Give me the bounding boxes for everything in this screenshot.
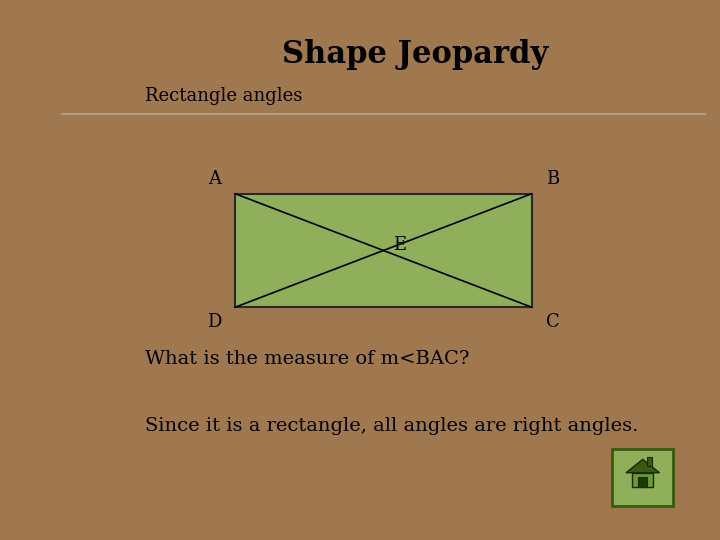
Ellipse shape <box>6 462 45 477</box>
Ellipse shape <box>14 252 37 260</box>
Ellipse shape <box>14 407 37 415</box>
Bar <box>632 473 653 487</box>
Ellipse shape <box>6 501 45 516</box>
Ellipse shape <box>14 330 37 338</box>
Ellipse shape <box>14 504 37 512</box>
Text: What is the measure of m<BAC?: What is the measure of m<BAC? <box>145 350 469 368</box>
Ellipse shape <box>6 385 45 399</box>
Bar <box>612 449 673 506</box>
Ellipse shape <box>6 346 45 360</box>
Ellipse shape <box>14 291 37 299</box>
Ellipse shape <box>14 310 37 319</box>
Ellipse shape <box>6 55 45 70</box>
Ellipse shape <box>6 288 45 302</box>
Ellipse shape <box>14 155 37 164</box>
Ellipse shape <box>14 78 37 86</box>
Ellipse shape <box>14 233 37 241</box>
Ellipse shape <box>14 58 37 66</box>
Ellipse shape <box>14 388 37 396</box>
Bar <box>235 194 531 307</box>
Ellipse shape <box>14 349 37 357</box>
Ellipse shape <box>6 210 45 225</box>
Ellipse shape <box>14 136 37 144</box>
Ellipse shape <box>6 94 45 109</box>
Text: Rectangle angles: Rectangle angles <box>145 87 302 105</box>
Ellipse shape <box>14 174 37 183</box>
Polygon shape <box>626 460 660 472</box>
Ellipse shape <box>14 194 37 202</box>
Ellipse shape <box>14 39 37 47</box>
Text: E: E <box>393 237 406 254</box>
Text: C: C <box>546 313 559 332</box>
Ellipse shape <box>14 485 37 493</box>
Ellipse shape <box>6 191 45 205</box>
Ellipse shape <box>14 272 37 280</box>
Ellipse shape <box>6 36 45 50</box>
Text: B: B <box>546 170 559 187</box>
Ellipse shape <box>6 113 45 128</box>
Ellipse shape <box>6 443 45 457</box>
Ellipse shape <box>6 75 45 89</box>
Ellipse shape <box>14 19 37 28</box>
Ellipse shape <box>14 446 37 454</box>
Text: Since it is a rectangle, all angles are right angles.: Since it is a rectangle, all angles are … <box>145 417 639 435</box>
Ellipse shape <box>6 423 45 438</box>
Ellipse shape <box>6 307 45 322</box>
Ellipse shape <box>6 133 45 147</box>
Ellipse shape <box>14 427 37 435</box>
Text: A: A <box>208 170 221 187</box>
Ellipse shape <box>6 172 45 186</box>
Ellipse shape <box>14 213 37 221</box>
Ellipse shape <box>6 152 45 166</box>
Ellipse shape <box>6 482 45 496</box>
Ellipse shape <box>6 327 45 341</box>
Ellipse shape <box>14 368 37 377</box>
Ellipse shape <box>6 268 45 283</box>
Text: D: D <box>207 313 221 332</box>
Ellipse shape <box>14 465 37 474</box>
Ellipse shape <box>6 404 45 418</box>
Text: Shape Jeopardy: Shape Jeopardy <box>282 39 549 70</box>
Ellipse shape <box>14 117 37 125</box>
Bar <box>647 457 652 466</box>
Ellipse shape <box>6 16 45 31</box>
Ellipse shape <box>14 97 37 105</box>
Bar <box>638 477 647 487</box>
Ellipse shape <box>6 366 45 380</box>
Ellipse shape <box>6 249 45 264</box>
Ellipse shape <box>6 230 45 244</box>
